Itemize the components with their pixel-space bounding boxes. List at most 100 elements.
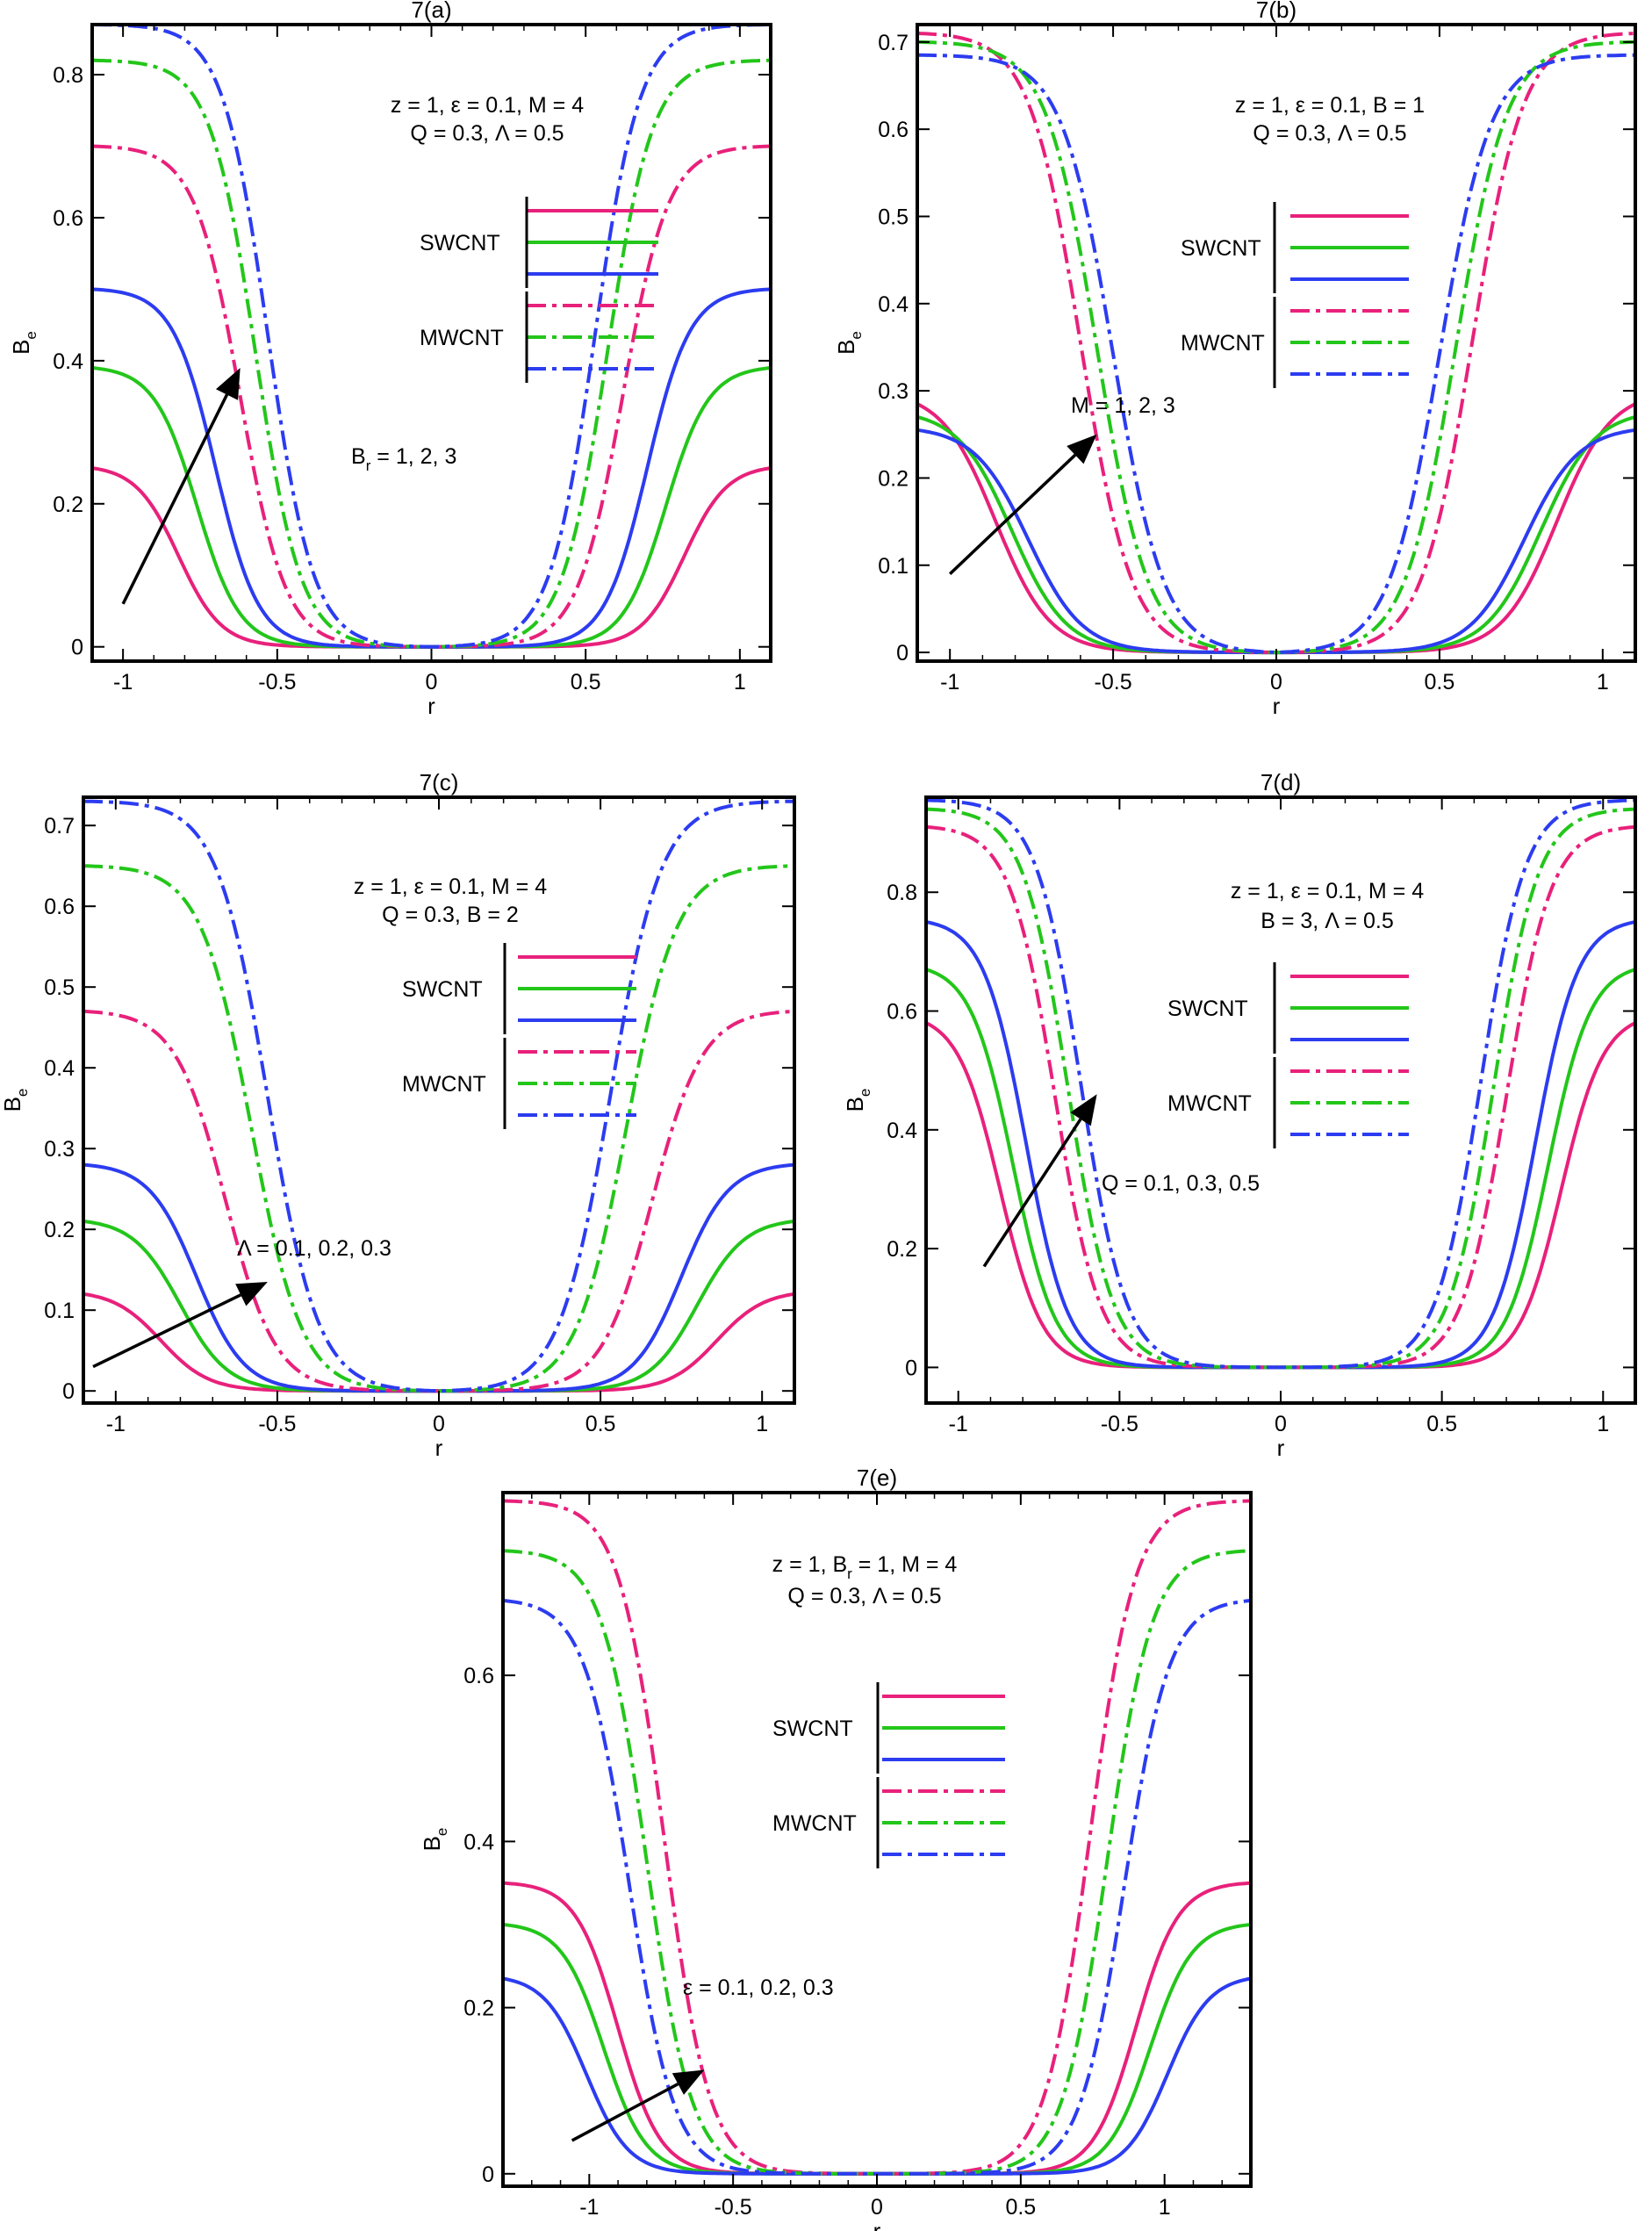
annotation-line-2: Q = 0.3, Λ = 0.5 — [410, 121, 564, 146]
y-axis-label-sub: e — [14, 1089, 31, 1097]
x-axis-label: r — [435, 1435, 443, 1461]
parameter-arrow — [92, 1293, 242, 1369]
y-tick-label: 0 — [896, 641, 909, 666]
series-line-swcnt-blue — [917, 428, 1635, 655]
x-tick-label: 0 — [1275, 1412, 1287, 1436]
series-line-mwcnt-green — [92, 58, 771, 649]
x-tick-label: 1 — [734, 670, 746, 694]
y-tick-label: 0.4 — [887, 1119, 917, 1143]
y-tick-label: 0.8 — [887, 881, 917, 905]
series-group — [503, 1499, 1251, 2176]
y-axis-label: Be — [419, 1828, 450, 1852]
arrow-label: Λ = 0.1, 0.2, 0.3 — [237, 1236, 391, 1261]
parameter-arrow — [982, 1118, 1082, 1268]
series-line-mwcnt-pink — [503, 1499, 1251, 2176]
x-tick-label: 0 — [426, 670, 438, 694]
series-line-swcnt-green — [503, 1923, 1251, 2176]
y-axis-label-sub: e — [434, 1828, 450, 1836]
legend-label-swcnt: SWCNT — [402, 977, 483, 1002]
chart-panel-7c: 7(c) -1 -0.5 0 0.5 1 0 0.1 0.2 0.3 0.4 0.5 0.6 0.7 r Be… — [0, 769, 796, 1461]
panel-title: 7(d) — [1261, 769, 1301, 795]
y-tick-label: 0.7 — [44, 814, 75, 838]
x-axis-label: r — [427, 693, 435, 719]
arrow-head — [1070, 1094, 1097, 1126]
y-tick-label: 0.4 — [878, 292, 909, 317]
series-line-swcnt-pink — [83, 1292, 794, 1393]
series-line-swcnt-green — [83, 1220, 794, 1393]
x-tick-label: -0.5 — [1101, 1412, 1138, 1436]
arrow-head — [672, 2069, 705, 2095]
parameter-arrow — [121, 393, 229, 605]
x-tick-label: -1 — [579, 2195, 599, 2220]
y-tick-label: 0.2 — [463, 1997, 494, 2021]
y-tick-label: 0.1 — [44, 1299, 75, 1323]
y-tick-label: 0.6 — [878, 118, 909, 142]
legend-label-mwcnt: MWCNT — [420, 326, 504, 350]
chart-panel-7e: 7(e) -1 -0.5 0 0.5 1 0 0.2 0.4 0.6 r Be z = 1, Br = … — [419, 1465, 1253, 2231]
y-tick-label: 0.6 — [44, 895, 75, 919]
annotation-line-1: z = 1, ε = 0.1, B = 1 — [1235, 93, 1425, 118]
x-tick-label: -0.5 — [258, 1412, 296, 1436]
y-tick-label: 0.4 — [44, 1056, 75, 1081]
y-tick-label: 0.2 — [44, 1218, 75, 1242]
series-line-swcnt-green — [92, 366, 771, 649]
x-tick-label: 0.5 — [1005, 2195, 1036, 2220]
annotation-line-2: Q = 0.3, Λ = 0.5 — [787, 1584, 941, 1608]
legend: SWCNT MWCNT — [1167, 962, 1409, 1148]
chart-panel-7b: 7(b) -1 -0.5 0 0.5 1 0 0.1 0.2 0.3 0.4 0.5 0.6 0.7 r Be… — [833, 0, 1637, 719]
arrow-head — [235, 1282, 268, 1306]
series-line-mwcnt-blue — [926, 798, 1635, 1370]
legend: SWCNT MWCNT — [420, 197, 658, 383]
annotation-line-2: Q = 0.3, B = 2 — [382, 903, 519, 927]
y-tick-label: 0 — [71, 636, 83, 660]
y-axis-label: Be — [0, 1089, 31, 1112]
y-tick-label: 0.3 — [878, 379, 909, 404]
y-tick-label: 0.2 — [887, 1237, 917, 1262]
annotation-line-1: z = 1, ε = 0.1, M = 4 — [354, 874, 547, 899]
y-tick-label: 0.6 — [463, 1664, 494, 1688]
y-tick-label: 0.7 — [878, 31, 909, 55]
x-tick-label: 1 — [756, 1412, 768, 1436]
series-line-mwcnt-blue — [917, 53, 1635, 655]
y-axis-label-sub: e — [23, 331, 40, 339]
x-tick-label: 0.5 — [585, 1412, 616, 1436]
arrow-head — [215, 368, 241, 400]
legend-label-swcnt: SWCNT — [772, 1716, 853, 1741]
series-line-mwcnt-pink — [83, 1009, 794, 1393]
legend-label-mwcnt: MWCNT — [402, 1072, 486, 1097]
annotation-line-2: B = 3, Λ = 0.5 — [1261, 909, 1394, 933]
series-group — [926, 798, 1635, 1370]
chart-panel-7d: 7(d) -1 -0.5 0 0.5 1 0 0.2 0.4 0.6 0.8 r Be z = 1, ε … — [842, 769, 1637, 1461]
annotation-line-1: z = 1, ε = 0.1, M = 4 — [1231, 879, 1424, 903]
y-tick-label: 0.5 — [878, 205, 909, 229]
x-tick-label: 0 — [871, 2195, 883, 2220]
panel-title: 7(b) — [1256, 0, 1296, 23]
annotation-line-1: z = 1, Br = 1, M = 4 — [772, 1552, 958, 1582]
legend-label-swcnt: SWCNT — [1167, 997, 1248, 1021]
x-tick-label: 0.5 — [1426, 1412, 1457, 1436]
annotation-line-2: Q = 0.3, Λ = 0.5 — [1253, 121, 1406, 146]
legend: SWCNT MWCNT — [1181, 202, 1409, 388]
x-tick-label: -0.5 — [715, 2195, 752, 2220]
x-tick-label: -0.5 — [1095, 670, 1132, 694]
legend-label-swcnt: SWCNT — [1181, 236, 1261, 261]
legend: SWCNT MWCNT — [772, 1682, 1005, 1868]
y-tick-label: 0.1 — [878, 554, 909, 579]
y-tick-label: 0.2 — [53, 493, 83, 517]
x-tick-label: -1 — [106, 1412, 126, 1436]
x-tick-label: 0.5 — [571, 670, 601, 694]
y-tick-label: 0 — [62, 1379, 75, 1404]
legend-label-mwcnt: MWCNT — [1167, 1091, 1252, 1116]
x-axis-label: r — [1273, 693, 1281, 719]
legend: SWCNT MWCNT — [402, 943, 636, 1129]
series-line-mwcnt-green — [83, 864, 794, 1393]
annotation-rest: = 1, M = 4 — [852, 1552, 958, 1577]
y-tick-label: 0.2 — [878, 466, 909, 491]
legend-label-swcnt: SWCNT — [420, 231, 500, 255]
series-line-swcnt-blue — [83, 1162, 794, 1393]
y-tick-label: 0 — [482, 2163, 494, 2187]
annotation-line-1: z = 1, ε = 0.1, M = 4 — [391, 93, 584, 118]
y-tick-label: 0.4 — [53, 349, 83, 374]
y-tick-label: 0.3 — [44, 1137, 75, 1162]
arrow-label: ε = 0.1, 0.2, 0.3 — [683, 1976, 834, 2000]
